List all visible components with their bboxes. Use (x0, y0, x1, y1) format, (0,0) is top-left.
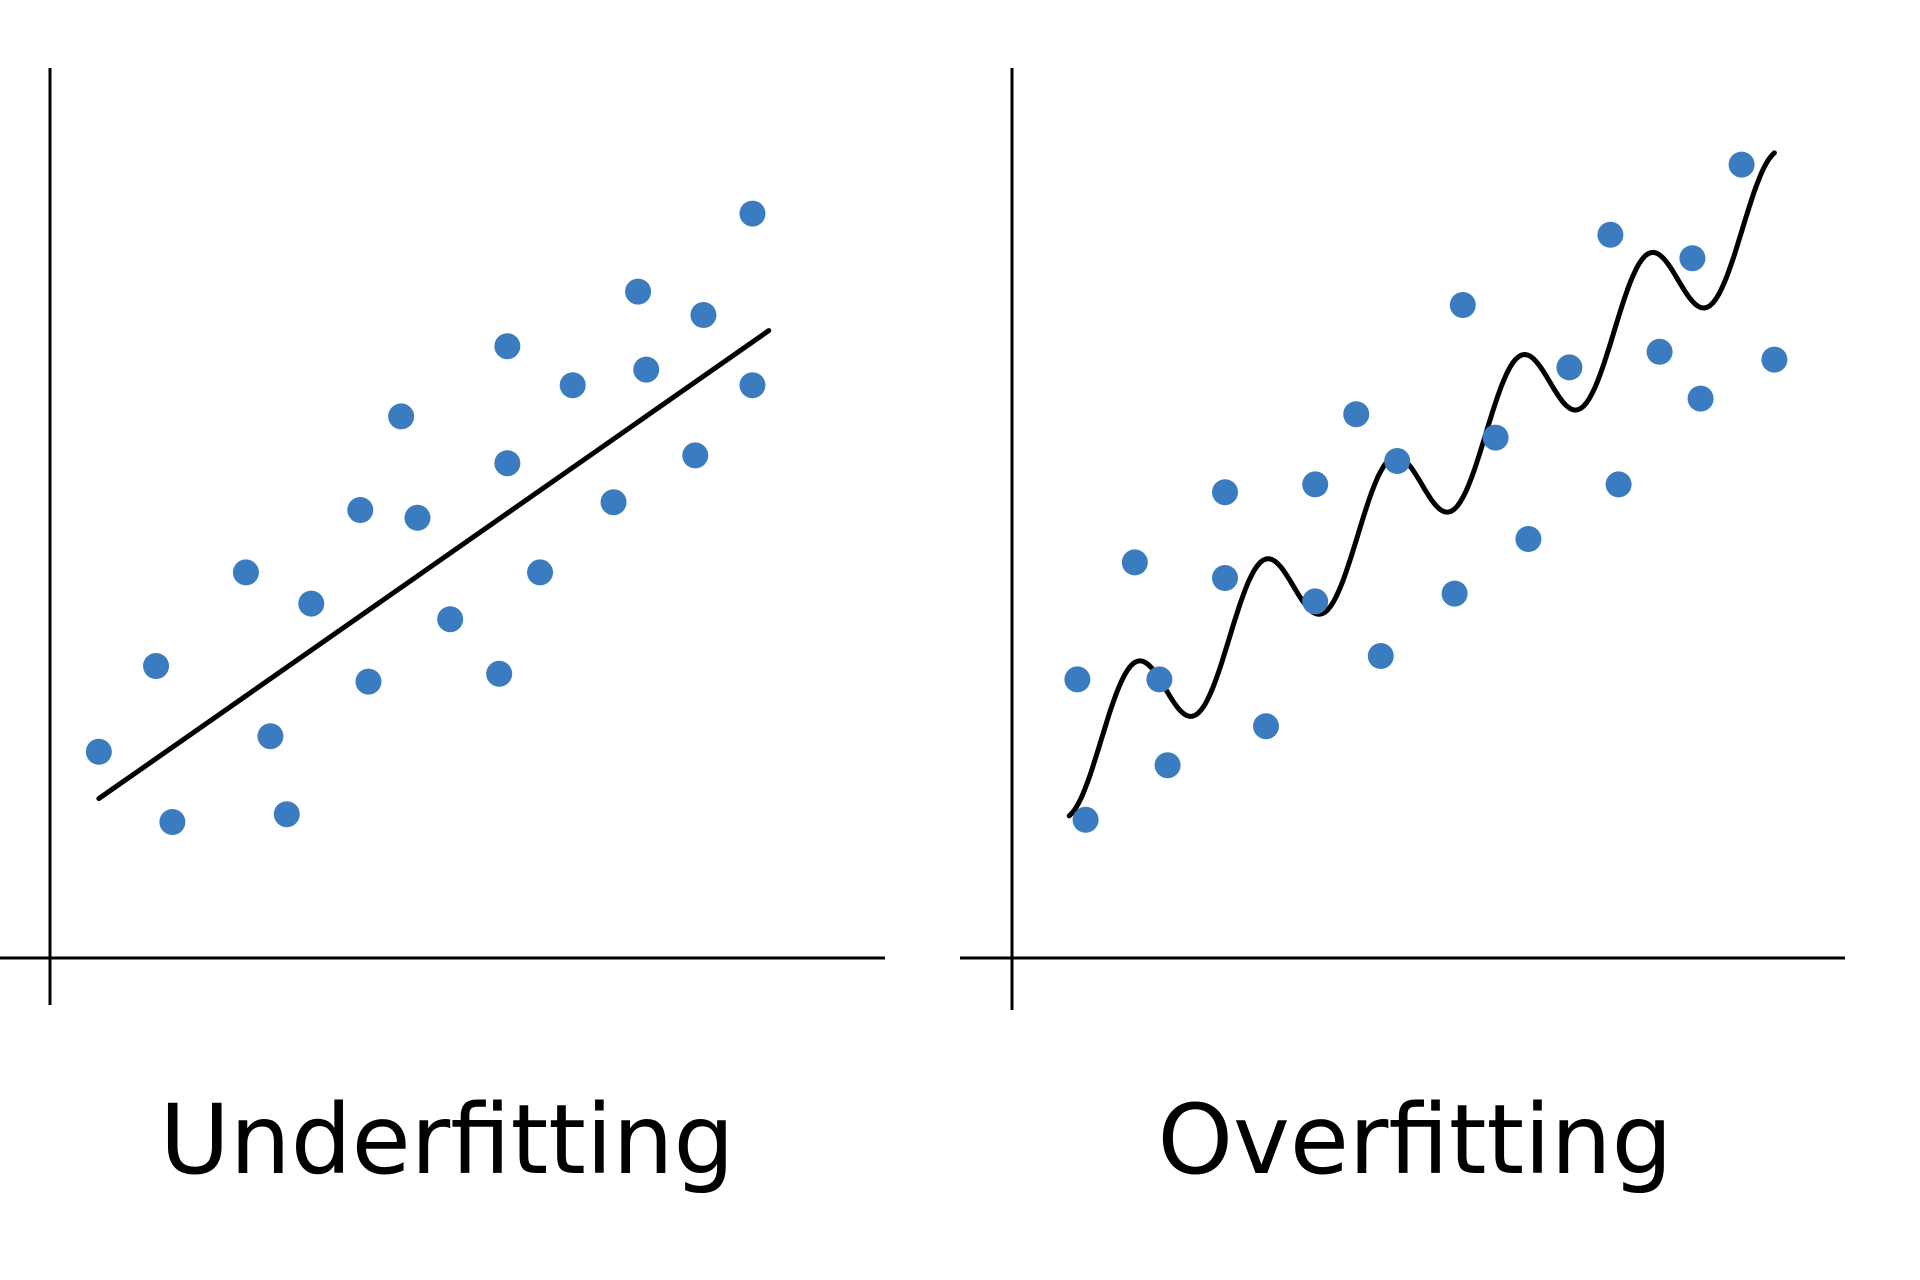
overfitting-data-point-9 (1302, 471, 1329, 498)
overfitting-data-point-2 (1072, 806, 1099, 833)
underfitting-data-point-9 (355, 668, 382, 695)
overfitting-data-point-20 (1605, 471, 1632, 498)
underfitting-data-point-16 (527, 559, 554, 586)
underfitting-data-point-15 (494, 333, 521, 360)
overfitting-wiggly-fit-line (1066, 150, 1777, 819)
underfitting-data-points (85, 200, 766, 835)
underfitting-data-point-21 (682, 442, 709, 469)
overfitting-data-point-1 (1064, 666, 1091, 693)
underfitting-data-point-11 (404, 504, 431, 531)
overfitting-data-point-10 (1302, 588, 1329, 615)
underfitting-data-point-8 (347, 497, 374, 523)
overfitting-data-point-12 (1367, 643, 1394, 669)
overfitting-data-point-21 (1646, 338, 1673, 365)
underfitting-data-point-5 (257, 723, 284, 750)
overfitting-title: Overfitting (1157, 1084, 1672, 1196)
underfitting-data-point-22 (690, 302, 717, 328)
overfitting-data-point-17 (1515, 526, 1542, 552)
overfitting-data-point-23 (1687, 385, 1714, 412)
overfitting-data-point-19 (1597, 221, 1624, 248)
overfitting-data-point-16 (1482, 424, 1509, 451)
overfitting-data-point-3 (1121, 549, 1148, 576)
overfitting-data-point-25 (1761, 346, 1788, 373)
overfitting-data-point-6 (1212, 479, 1238, 506)
underfitting-data-point-10 (388, 403, 415, 430)
underfitting-data-point-18 (600, 489, 627, 516)
overfitting-data-point-14 (1441, 580, 1468, 607)
underfitting-title: Underfitting (160, 1084, 735, 1196)
underfitting-data-point-1 (85, 738, 112, 765)
underfitting-data-point-13 (486, 660, 513, 687)
underfitting-data-point-17 (559, 372, 586, 399)
underfitting-data-point-24 (739, 200, 766, 227)
overfitting-data-point-15 (1449, 292, 1476, 318)
overfitting-data-point-7 (1212, 565, 1238, 591)
overfitting-data-point-8 (1253, 713, 1279, 740)
underfitting-data-point-2 (143, 653, 170, 679)
overfitting-data-point-18 (1556, 354, 1583, 381)
underfitting-data-point-3 (159, 809, 186, 835)
underfitting-data-point-7 (298, 590, 325, 617)
overfitting-panel: Overfitting (960, 68, 1845, 1196)
overfitting-data-points (1064, 151, 1788, 833)
overfitting-data-point-13 (1384, 448, 1411, 474)
underfitting-data-point-19 (625, 278, 652, 305)
underfitting-linear-fit-line (96, 328, 772, 802)
underfitting-data-point-6 (273, 801, 300, 828)
underfitting-data-point-14 (494, 450, 521, 477)
underfitting-data-point-4 (232, 559, 259, 586)
underfitting-data-point-12 (437, 606, 464, 633)
underfitting-panel: Underfitting (0, 68, 885, 1196)
underfitting-data-point-20 (633, 356, 660, 383)
underfitting-data-point-23 (739, 372, 766, 399)
overfitting-data-point-4 (1146, 666, 1173, 693)
overfitting-data-point-24 (1728, 151, 1755, 178)
overfitting-data-point-5 (1154, 752, 1181, 779)
overfitting-data-point-11 (1343, 401, 1370, 428)
overfitting-data-point-22 (1679, 245, 1706, 272)
